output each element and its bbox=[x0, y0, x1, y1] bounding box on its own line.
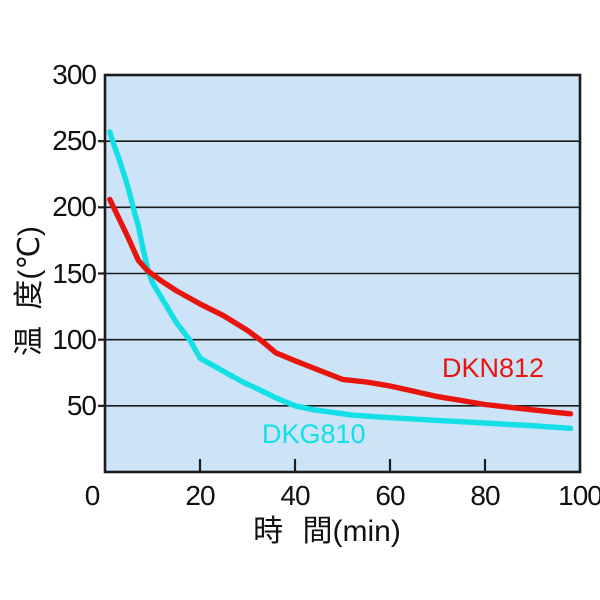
x-tick-label-20: 20 bbox=[185, 480, 215, 511]
series-line-dkn812 bbox=[107, 196, 574, 417]
plot-area bbox=[98, 73, 582, 474]
x-tick-label-80: 80 bbox=[470, 480, 500, 511]
x-axis-label: 時 間(min) bbox=[253, 515, 401, 548]
x-tick-label-40: 40 bbox=[280, 480, 310, 511]
y-tick-label-200: 200 bbox=[52, 191, 97, 223]
x-tick-label-60: 60 bbox=[375, 480, 405, 511]
y-tick-label-50: 50 bbox=[66, 389, 97, 421]
y-tick-label-150: 150 bbox=[52, 257, 97, 289]
y-tick-label-300: 300 bbox=[52, 59, 97, 90]
series-line-dkg810 bbox=[107, 129, 574, 431]
series-label-dkg810: DKG810 bbox=[262, 419, 366, 449]
y-tick-label-100: 100 bbox=[52, 323, 97, 355]
y-tick-label-250: 250 bbox=[52, 125, 97, 157]
x-tick-label-0: 0 bbox=[84, 480, 101, 511]
series-label-dkn812: DKN812 bbox=[442, 353, 545, 383]
plot-svg bbox=[98, 73, 582, 474]
x-tick-label-100: 100 bbox=[558, 480, 600, 511]
plot-border bbox=[103, 73, 582, 474]
